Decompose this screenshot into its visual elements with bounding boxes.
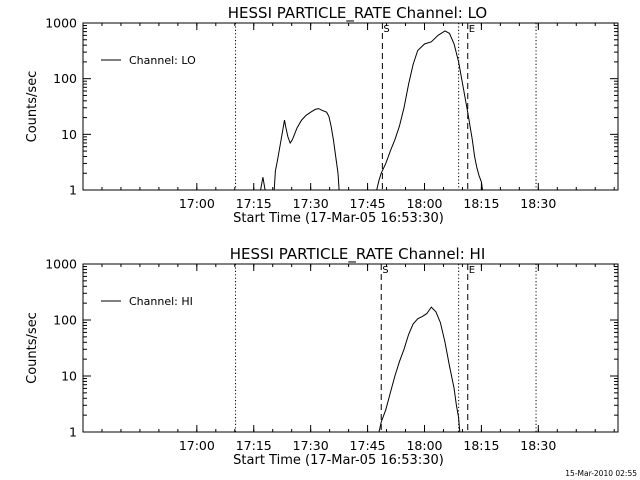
y-axis-label: Counts/sec bbox=[25, 71, 40, 143]
y-tick-label: 10 bbox=[61, 127, 77, 142]
chart-panel-2: HESSI PARTICLE_RATE Channel: HI 17:00 17:1… bbox=[25, 245, 619, 468]
x-tick-label: 18:15 bbox=[463, 438, 499, 453]
y-tick-label: 10 bbox=[61, 369, 77, 384]
marker-label-s: S bbox=[382, 265, 388, 276]
x-tick-label: 17:30 bbox=[293, 438, 329, 453]
marker-label-s: S bbox=[383, 24, 389, 35]
series-line-segment bbox=[260, 177, 266, 191]
legend-entry: Channel: LO bbox=[129, 54, 196, 67]
plot-frame bbox=[82, 263, 619, 433]
marker-label-e: E bbox=[469, 24, 475, 35]
x-tick-label: 18:15 bbox=[463, 196, 499, 211]
x-tick-label: 17:30 bbox=[293, 196, 329, 211]
x-tick-label: 17:45 bbox=[350, 438, 386, 453]
series-line-segment bbox=[376, 30, 483, 191]
x-axis-label: Start Time (17-Mar-05 16:53:30) bbox=[233, 453, 444, 468]
x-axis-label: Start Time (17-Mar-05 16:53:30) bbox=[233, 211, 444, 226]
chart-title: HESSI PARTICLE_RATE Channel: HI bbox=[230, 245, 486, 264]
x-tick-label: 17:00 bbox=[179, 438, 215, 453]
x-tick-label: 18:30 bbox=[520, 438, 556, 453]
x-tick-label: 18:00 bbox=[406, 196, 442, 211]
series-line-segment bbox=[273, 108, 340, 191]
x-tick-label: 18:30 bbox=[520, 196, 556, 211]
y-tick-label: 1 bbox=[69, 425, 77, 440]
legend-entry: Channel: HI bbox=[129, 295, 193, 308]
chart-title: HESSI PARTICLE_RATE Channel: LO bbox=[228, 4, 487, 23]
plot-frame bbox=[82, 22, 619, 191]
marker-label-e: E bbox=[469, 265, 475, 276]
x-tick-label: 18:00 bbox=[406, 438, 442, 453]
y-tick-label: 100 bbox=[53, 71, 77, 86]
x-tick-label: 17:15 bbox=[236, 196, 272, 211]
y-tick-label: 1000 bbox=[45, 257, 77, 272]
x-tick-label: 17:00 bbox=[179, 196, 215, 211]
x-tick-label: 17:45 bbox=[350, 196, 386, 211]
y-tick-label: 100 bbox=[53, 313, 77, 328]
footer-timestamp: 15-Mar-2010 02:55 bbox=[565, 469, 637, 478]
series-line-segment bbox=[378, 306, 461, 433]
x-tick-label: 17:15 bbox=[236, 438, 272, 453]
y-tick-label: 1000 bbox=[45, 16, 77, 31]
chart-panel-1: HESSI PARTICLE_RATE Channel: LO 17:00 17:1… bbox=[25, 4, 619, 226]
y-tick-label: 1 bbox=[69, 183, 77, 198]
y-axis-label: Counts/sec bbox=[25, 312, 40, 384]
